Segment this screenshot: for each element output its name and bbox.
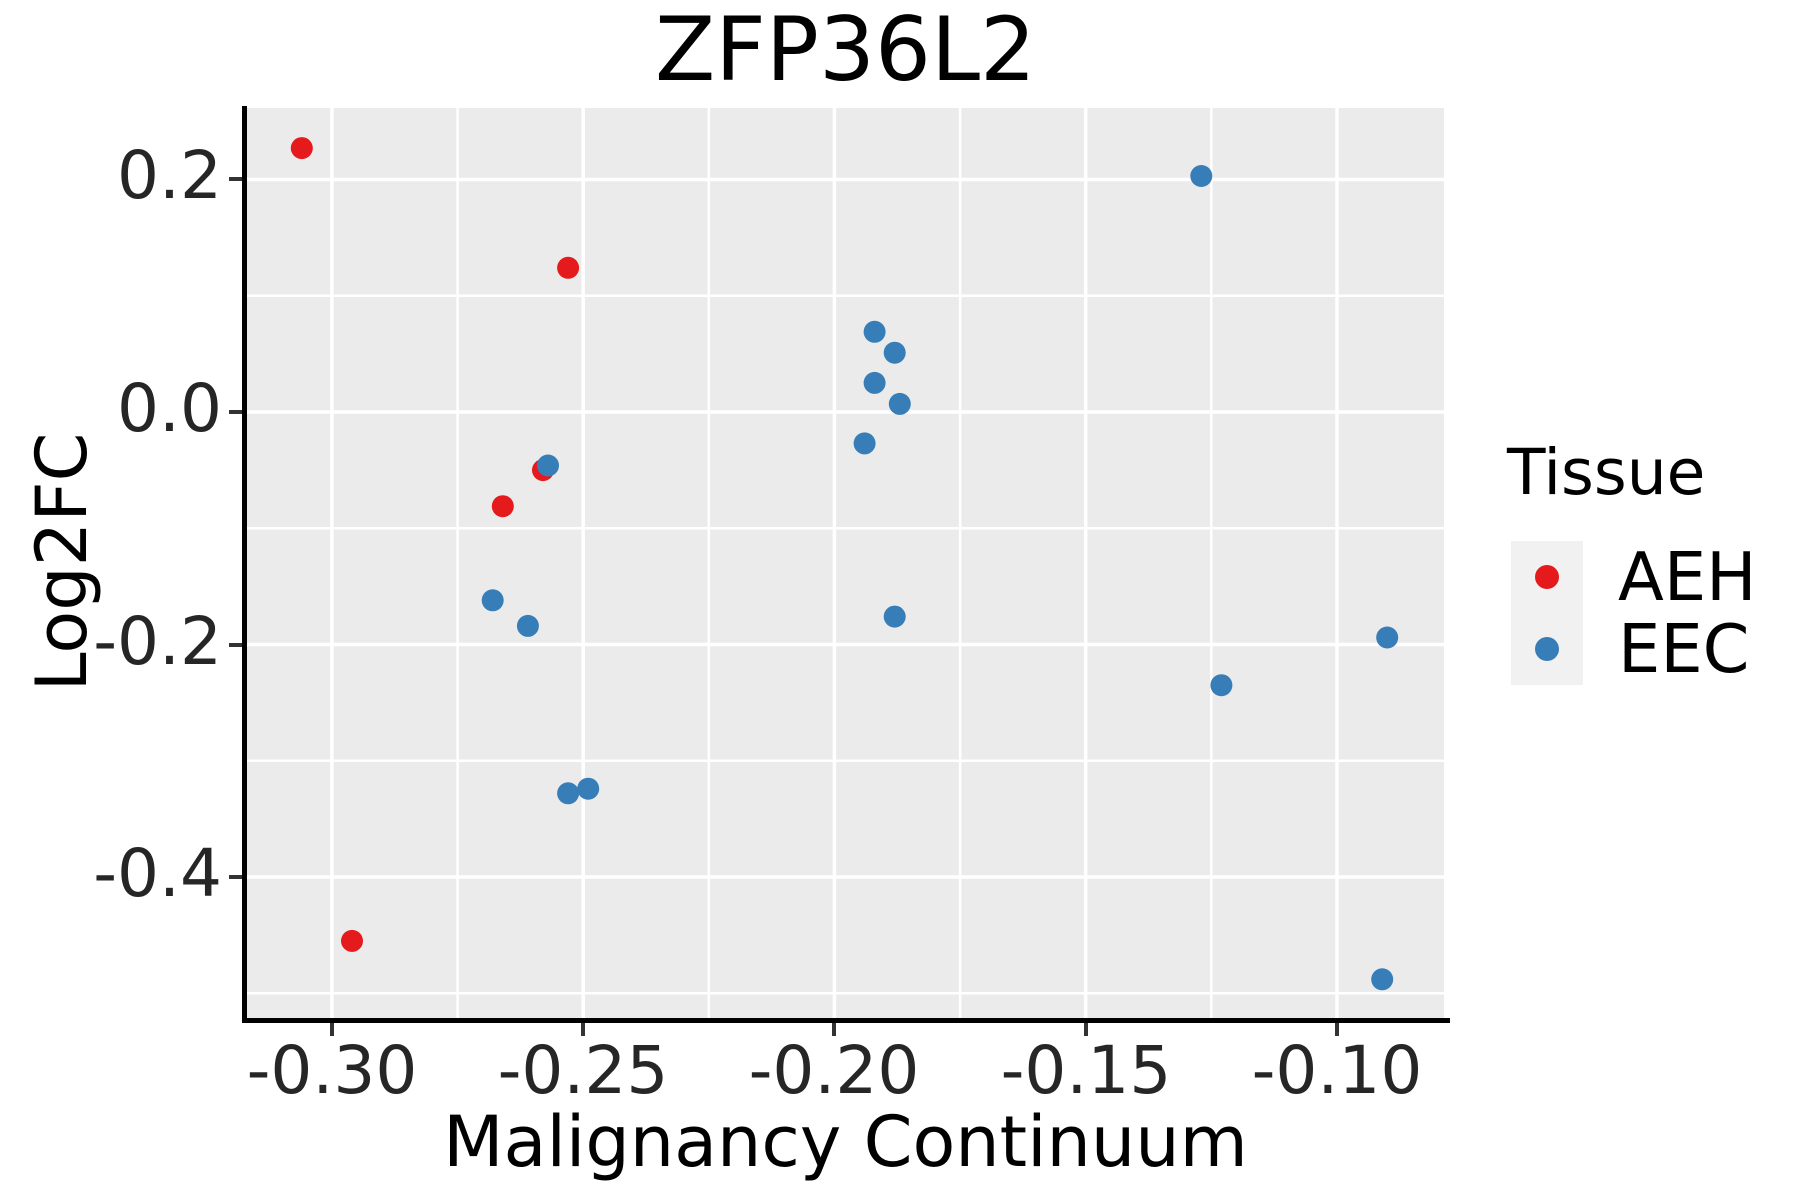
legend-dot-eec (1535, 637, 1559, 661)
data-point-eec (516, 614, 539, 637)
y-tick-label: 0.2 (117, 137, 222, 214)
data-point-eec (481, 589, 504, 612)
data-point-eec (1376, 626, 1399, 649)
x-tick-mark (1335, 1023, 1339, 1036)
legend-title: Tissue (1507, 436, 1706, 509)
plot-title: ZFP36L2 (655, 0, 1036, 101)
y-tick-mark (229, 875, 242, 879)
y-tick-label: -0.4 (93, 835, 222, 912)
x-tick-mark (330, 1023, 334, 1036)
data-point-eec (888, 392, 911, 415)
x-tick-label: -0.25 (497, 1032, 669, 1109)
data-point-aeh (290, 137, 313, 160)
data-point-eec (577, 777, 600, 800)
data-point-eec (883, 605, 906, 628)
legend-dot-aeh (1535, 565, 1559, 589)
y-tick-label: 0.0 (117, 370, 222, 447)
data-point-eec (863, 320, 886, 343)
data-point-aeh (557, 256, 580, 279)
data-point-aeh (341, 929, 363, 952)
x-tick-label: -0.15 (1000, 1032, 1172, 1109)
x-axis-line (242, 1018, 1450, 1023)
data-point-eec (883, 341, 906, 364)
data-point-eec (557, 782, 580, 805)
y-tick-label: -0.2 (93, 603, 222, 680)
x-tick-label: -0.30 (246, 1032, 418, 1109)
legend-key-eec (1511, 613, 1583, 685)
y-tick-mark (229, 177, 242, 181)
data-point-aeh (491, 495, 514, 518)
x-tick-label: -0.10 (1251, 1032, 1423, 1109)
data-point-eec (537, 454, 559, 477)
plot-panel (247, 108, 1444, 1020)
data-point-eec (1190, 165, 1213, 187)
legend-label-aeh: AEH (1618, 538, 1757, 616)
x-tick-mark (581, 1023, 585, 1036)
legend-key-aeh (1511, 541, 1583, 613)
x-axis-title: Malignancy Continuum (443, 1101, 1248, 1183)
y-axis-title: Log2FC (21, 432, 103, 692)
data-point-eec (863, 371, 886, 394)
scatter-plot-canvas (247, 108, 1444, 1020)
legend-label-eec: EEC (1618, 610, 1750, 688)
data-point-eec (1210, 674, 1233, 697)
y-tick-mark (229, 643, 242, 647)
data-point-eec (1371, 968, 1394, 991)
y-axis-line (242, 106, 247, 1023)
data-point-eec (853, 432, 876, 455)
y-tick-mark (229, 410, 242, 414)
x-tick-label: -0.20 (748, 1032, 920, 1109)
x-tick-mark (832, 1023, 836, 1036)
x-tick-mark (1084, 1023, 1088, 1036)
